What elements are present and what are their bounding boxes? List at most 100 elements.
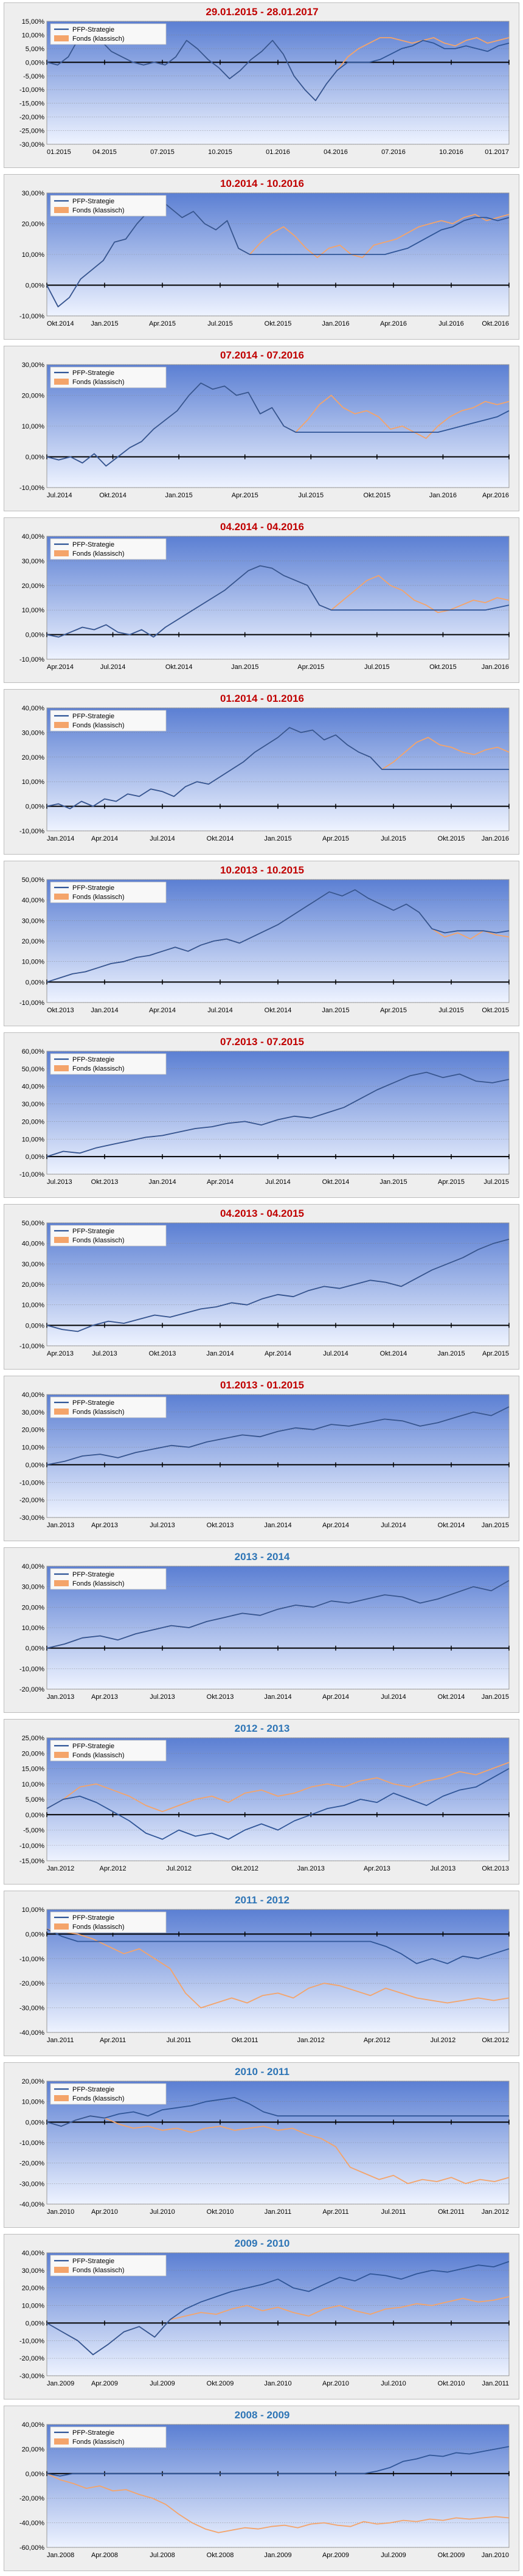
x-tick-label: Jan.2016: [482, 835, 509, 842]
legend-label-fund: Fonds (klassisch): [72, 894, 125, 901]
x-tick-label: Okt.2011: [438, 2208, 465, 2216]
legend-label-fund: Fonds (klassisch): [72, 207, 125, 214]
x-tick-label: Jan.2013: [297, 1865, 325, 1872]
y-tick-label: 40,00%: [22, 897, 45, 905]
legend: PFP-Strategie Fonds (klassisch): [50, 1568, 167, 1590]
x-tick-label: Okt.2013: [91, 1178, 119, 1186]
chart-title: 2008 - 2009: [234, 2409, 290, 2421]
y-tick-label: -30,00%: [19, 2373, 44, 2380]
x-tick-label: Okt.2013: [207, 1522, 234, 1529]
legend-box: [50, 1225, 167, 1247]
chart-svg: 30,00% 20,00% 10,00% 0,00% -10,00%Okt.2014 Ja…: [19, 190, 510, 327]
legend-label-fund: Fonds (klassisch): [72, 2438, 125, 2446]
y-tick-label: -60,00%: [19, 2544, 44, 2552]
y-tick-label: -15,00%: [19, 1858, 44, 1865]
x-tick-label: Jul.2013: [150, 1522, 175, 1529]
y-tick-label: 50,00%: [22, 1066, 45, 1073]
y-tick-label: 40,00%: [22, 2421, 45, 2429]
chart-panel: 29.01.2015 - 28.01.2017 15,00% 10,00% 5,00%…: [4, 2, 519, 168]
x-tick-label: Jan.2014: [264, 1522, 291, 1529]
x-tick-label: Apr.2014: [207, 1178, 234, 1186]
x-tick-label: Apr.2011: [322, 2208, 348, 2216]
x-tick-label: Okt.2016: [482, 320, 509, 327]
y-tick-label: -10,00%: [19, 1479, 44, 1486]
x-tick-label: Okt.2009: [207, 2380, 234, 2387]
y-tick-label: 10,00%: [22, 2099, 45, 2106]
y-tick-label: 20,00%: [22, 1604, 45, 1611]
x-tick-label: Jul.2016: [438, 320, 464, 327]
legend-swatch-fund: [54, 1065, 69, 1071]
legend: PFP-Strategie Fonds (klassisch): [50, 366, 167, 388]
x-tick-label: 10.2015: [208, 149, 232, 156]
y-tick-label: 40,00%: [22, 2250, 45, 2257]
x-tick-label: Apr.2015: [232, 492, 258, 499]
series-line-strategy: [46, 727, 509, 810]
legend-label-fund: Fonds (klassisch): [72, 35, 125, 43]
legend-label-strategy: PFP-Strategie: [72, 26, 114, 33]
chart-svg: 60,00% 50,00% 40,00% 30,00% 20,00% 10,00% 0,00…: [19, 1048, 510, 1186]
legend-label-strategy: PFP-Strategie: [72, 884, 114, 892]
series-line-fund: [46, 1762, 510, 1813]
x-tick-label: Jan.2015: [165, 492, 193, 499]
legend-box: [50, 2426, 167, 2448]
legend-swatch-fund: [54, 1580, 69, 1586]
legend: PFP-Strategie Fonds (klassisch): [50, 881, 167, 903]
x-tick-label: Apr.2010: [91, 2208, 118, 2216]
x-tick-label: Jan.2013: [47, 1522, 74, 1529]
x-tick-label: Jan.2014: [47, 835, 74, 842]
y-tick-label: -10,00%: [19, 86, 44, 94]
x-tick-label: Jan.2011: [482, 2380, 509, 2387]
x-tick-label: Okt.2015: [482, 1007, 509, 1014]
legend-box: [50, 1740, 167, 1762]
legend: PFP-Strategie Fonds (klassisch): [50, 1225, 167, 1247]
x-tick-label: Apr.2009: [91, 2380, 118, 2387]
x-tick-label: Apr.2013: [91, 1693, 118, 1701]
legend-label-strategy: PFP-Strategie: [72, 2429, 114, 2437]
y-tick-label: -10,00%: [19, 2337, 44, 2345]
x-tick-label: Jan.2014: [91, 1007, 118, 1014]
x-tick-label: Jul.2015: [364, 663, 390, 671]
x-tick-label: Apr.2014: [322, 1522, 349, 1529]
legend-box: [50, 881, 167, 903]
legend-label-strategy: PFP-Strategie: [72, 1743, 114, 1750]
chart-svg: 25,00% 20,00% 15,00% 10,00% 5,00% 0,00% -5,00%…: [19, 1735, 510, 1872]
y-tick-label: 30,00%: [22, 190, 45, 197]
y-tick-label: 10,00%: [22, 2303, 45, 2310]
y-tick-label: 10,00%: [22, 779, 45, 786]
x-tick-label: Apr.2014: [322, 1693, 349, 1701]
x-tick-label: Okt.2013: [47, 1007, 74, 1014]
x-tick-label: Jul.2010: [150, 2208, 175, 2216]
y-tick-label: 0,00%: [26, 632, 44, 639]
chart-panel: 01.2013 - 01.2015 40,00% 30,00% 20,00% 10,00…: [4, 1376, 519, 1541]
y-tick-label: -20,00%: [19, 1497, 44, 1504]
x-tick-label: Jan.2013: [47, 1693, 74, 1701]
legend-swatch-fund: [54, 1237, 69, 1243]
x-tick-label: Jul.2014: [150, 835, 175, 842]
x-tick-label: Apr.2008: [91, 2552, 118, 2559]
chart-svg: 40,00% 30,00% 20,00% 10,00% 0,00% -10,00% -20,…: [19, 1563, 510, 1701]
x-tick-label: Jan.2010: [482, 2552, 509, 2559]
legend: PFP-Strategie Fonds (klassisch): [50, 2083, 167, 2105]
legend-label-strategy: PFP-Strategie: [72, 541, 114, 548]
chart-svg: 40,00%20,00%0,00%-20,00%-40,00%-60,00%Ja…: [19, 2421, 510, 2559]
chart-svg: 50,00% 40,00% 30,00% 20,00% 10,00% 0,00% -10,0…: [19, 1220, 510, 1357]
x-tick-label: Apr.2013: [47, 1350, 74, 1357]
y-tick-label: -30,00%: [19, 141, 44, 149]
y-tick-label: 10,00%: [22, 423, 45, 430]
x-tick-label: Apr.2015: [322, 835, 349, 842]
legend-label-strategy: PFP-Strategie: [72, 198, 114, 205]
chart-panel: 01.2014 - 01.2016 40,00% 30,00% 20,00% 10,00…: [4, 689, 519, 855]
y-tick-label: 0,00%: [26, 454, 44, 461]
y-tick-label: 10,00%: [22, 1906, 45, 1914]
x-tick-label: Jan.2015: [437, 1350, 465, 1357]
y-tick-label: 50,00%: [22, 877, 45, 884]
y-tick-label: 10,00%: [22, 959, 45, 966]
y-tick-label: 20,00%: [22, 1427, 45, 1434]
chart-panel: 10.2013 - 10.2015 50,00% 40,00% 30,00% 20,00…: [4, 861, 519, 1026]
series-line-strategy: [46, 1928, 510, 1964]
chart-svg: 20,00% 10,00% 0,00% -10,00% -20,00% -30,00% -4…: [19, 2078, 510, 2216]
x-tick-label: Okt.2013: [149, 1350, 176, 1357]
x-tick-label: Okt.2015: [364, 492, 391, 499]
y-tick-label: 10,00%: [22, 1302, 45, 1309]
legend-box: [50, 1911, 167, 1933]
